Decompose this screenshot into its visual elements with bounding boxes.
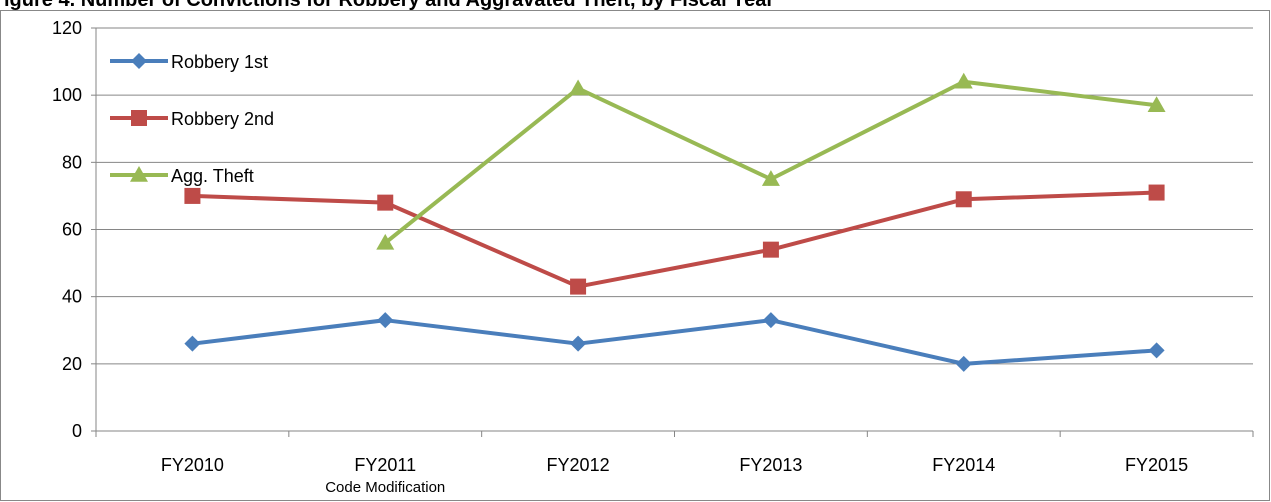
series-robbery-1st [184,312,1165,372]
data-point [377,312,394,329]
data-point [377,194,394,211]
grid-layer [96,27,1253,365]
data-point [954,72,973,89]
data-point [761,170,780,186]
x-tick-label: FY2015 [1125,455,1188,475]
annotation-layer: Code Modification [325,479,445,496]
axis-layer: 0 20 40 60 80 100 120 FY2010 FY2011 FY2012 FY2013 F… [52,18,1254,475]
legend-label: Agg. Theft [171,166,254,186]
x-tick-label: FY2011 [354,455,416,475]
data-point [1148,184,1165,201]
data-point [570,278,587,295]
x-tick-label: FY2012 [547,455,610,475]
data-point [376,233,395,250]
x-tick-label: FY2010 [161,455,224,475]
data-point [1147,96,1166,112]
chart-border [0,10,1270,501]
series-layer [184,72,1166,372]
y-tick-label: 120 [52,18,82,38]
data-point [184,335,201,352]
series-agg-theft [376,72,1166,250]
x-tick-label: FY2014 [932,455,995,475]
data-point [569,79,588,96]
y-tick-label: 100 [52,85,82,105]
annotation-code-modification: Code Modification [325,479,445,496]
y-tick-label: 60 [62,220,82,240]
data-point [184,187,201,204]
legend-label: Robbery 1st [171,52,268,72]
data-point [955,191,972,208]
legend-item: Agg. Theft [110,166,254,186]
legend-item: Robbery 2nd [110,109,274,129]
series-robbery-2nd [184,184,1165,295]
y-tick-label: 80 [62,152,82,172]
x-tick-label: FY2013 [739,455,802,475]
legend-marker [131,110,147,126]
legend-item: Robbery 1st [110,52,268,72]
series-line [192,318,1157,366]
legend-marker [130,166,148,182]
data-point [762,312,779,329]
series-line [192,190,1157,289]
legend-label: Robbery 2nd [171,109,274,129]
legend: Robbery 1st Robbery 2nd Agg. Theft [110,52,274,186]
data-point [570,335,587,352]
data-point [1148,342,1165,359]
y-tick-label: 0 [72,421,82,441]
y-tick-label: 40 [62,287,82,307]
legend-marker [131,53,147,69]
data-point [762,241,779,258]
data-point [955,355,972,372]
y-tick-label: 20 [62,354,82,374]
chart-title: igure 4. Number of Convictions for Robbe… [4,0,774,11]
